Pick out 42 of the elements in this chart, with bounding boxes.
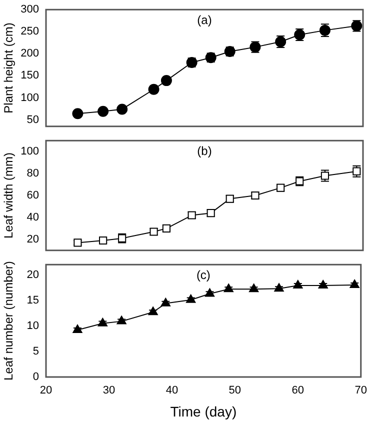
y-tick-label: 200 [20, 48, 39, 60]
x-tick-label: 40 [166, 384, 178, 397]
x-tick-label: 30 [102, 384, 116, 397]
y-tick-label: 250 [20, 26, 39, 38]
point [148, 306, 158, 316]
point [160, 298, 170, 306]
point [293, 280, 303, 289]
y-tick-label: 100 [20, 92, 39, 104]
y-tick-label: 100 [20, 146, 39, 158]
point [116, 104, 128, 115]
y-axis-title: Leaf number (number) [2, 261, 16, 380]
chart-title: (c) [196, 268, 210, 282]
x-tick-label: 50 [228, 384, 242, 397]
y-axis-title: Plant height (cm) [2, 22, 16, 114]
y-axis-title: Leaf width (mm) [2, 152, 16, 239]
point [98, 106, 109, 117]
y-tick-label: 50 [26, 114, 39, 126]
chart-title: (b) [197, 144, 212, 158]
point [98, 318, 108, 326]
y-tick-label: 20 [26, 233, 39, 246]
y-tick-label: 150 [20, 70, 39, 82]
point [204, 288, 215, 297]
point [318, 280, 328, 289]
point [116, 316, 126, 324]
y-tick-label: 20 [26, 268, 39, 281]
y-tick-label: 40 [26, 211, 39, 224]
point [186, 294, 196, 303]
y-tick-label: 10 [26, 320, 39, 332]
x-axis-title: Time (day) [170, 403, 237, 420]
point [72, 108, 84, 120]
y-tick-label: 300 [20, 4, 39, 16]
point [224, 284, 234, 292]
y-tick-label: 0 [32, 371, 39, 384]
point [248, 284, 259, 292]
y-tick-label: 5 [32, 345, 39, 358]
y-tick-label: 15 [26, 294, 39, 306]
y-tick-label: 60 [26, 190, 39, 202]
x-tick-label: 60 [292, 384, 304, 397]
chart-title: (a) [197, 12, 212, 27]
point [274, 283, 284, 292]
y-tick-label: 80 [26, 168, 39, 180]
x-tick-label: 70 [354, 384, 368, 397]
